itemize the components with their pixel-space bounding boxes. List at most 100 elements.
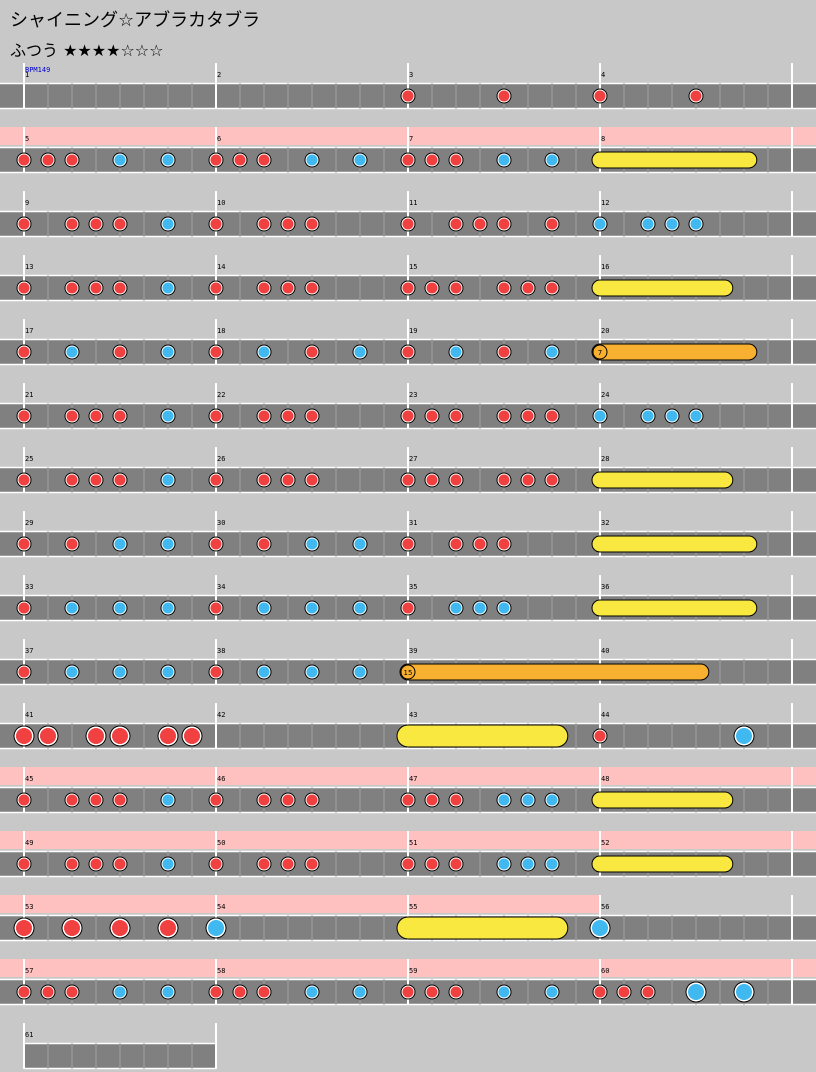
ka-note [642, 410, 654, 422]
big-don-note [40, 728, 56, 744]
big-ka-note [208, 920, 224, 936]
measure-number: 17 [25, 327, 33, 335]
ka-note [162, 346, 174, 358]
don-note [474, 538, 486, 550]
measure-number: 13 [25, 263, 33, 271]
ka-note [522, 794, 534, 806]
measure-number: 41 [25, 711, 33, 719]
don-note [210, 986, 222, 998]
don-note [258, 282, 270, 294]
measure-number: 55 [409, 903, 417, 911]
measure-number: 31 [409, 519, 417, 527]
don-note [402, 986, 414, 998]
don-note [546, 474, 558, 486]
don-note [426, 986, 438, 998]
don-note [210, 794, 222, 806]
measure-number: 37 [25, 647, 33, 655]
measure-number: 46 [217, 775, 225, 783]
ka-note [690, 410, 702, 422]
don-note [210, 154, 222, 166]
don-note [18, 602, 30, 614]
don-note [42, 986, 54, 998]
roll-note [591, 855, 734, 873]
don-note [426, 154, 438, 166]
balloon-note [399, 663, 710, 681]
don-note [258, 986, 270, 998]
difficulty-stars: ふつう ★★★★☆☆☆ [10, 41, 164, 60]
don-note [522, 282, 534, 294]
measure-number: 22 [217, 391, 225, 399]
don-note [18, 474, 30, 486]
big-don-note [184, 728, 200, 744]
balloon-count: 15 [404, 669, 413, 677]
measure-number: 48 [601, 775, 609, 783]
ka-note [306, 602, 318, 614]
measure-number: 5 [25, 135, 29, 143]
big-don-note [16, 920, 32, 936]
don-note [282, 410, 294, 422]
don-note [642, 986, 654, 998]
measure-number: 54 [217, 903, 225, 911]
big-don-note [112, 728, 128, 744]
ka-note [690, 218, 702, 230]
don-note [42, 154, 54, 166]
don-note [498, 282, 510, 294]
ka-note [546, 154, 558, 166]
measure-number: 12 [601, 199, 609, 207]
ka-note [258, 602, 270, 614]
measure-number: 2 [217, 71, 221, 79]
big-don-note [112, 920, 128, 936]
balloon-note [591, 343, 758, 361]
don-note [66, 794, 78, 806]
measure-number: 32 [601, 519, 609, 527]
don-note [402, 794, 414, 806]
don-note [402, 538, 414, 550]
ka-note [546, 794, 558, 806]
don-note [282, 282, 294, 294]
don-note [282, 474, 294, 486]
ka-note [162, 474, 174, 486]
measure-number: 33 [25, 583, 33, 591]
measure-number: 1 [25, 71, 29, 79]
balloon-count: 7 [598, 349, 602, 357]
don-note [90, 474, 102, 486]
ka-note [162, 602, 174, 614]
ka-note [258, 666, 270, 678]
roll-note [591, 791, 734, 809]
measure-number: 8 [601, 135, 605, 143]
don-note [258, 474, 270, 486]
measure-number: 19 [409, 327, 417, 335]
measure-number: 26 [217, 455, 225, 463]
don-note [210, 474, 222, 486]
ka-note [450, 346, 462, 358]
ka-note [114, 986, 126, 998]
don-note [258, 794, 270, 806]
don-note [90, 794, 102, 806]
don-note [546, 282, 558, 294]
don-note [210, 538, 222, 550]
don-note [306, 410, 318, 422]
don-note [450, 858, 462, 870]
don-note [450, 410, 462, 422]
ka-note [474, 602, 486, 614]
don-note [474, 218, 486, 230]
don-note [450, 538, 462, 550]
don-note [498, 410, 510, 422]
measure-number: 25 [25, 455, 33, 463]
balloon-head [592, 344, 608, 360]
don-note [450, 474, 462, 486]
don-note [66, 218, 78, 230]
measure-number: 50 [217, 839, 225, 847]
don-note [114, 346, 126, 358]
roll-note [591, 471, 734, 489]
measure-number: 36 [601, 583, 609, 591]
roll-note [591, 535, 758, 553]
ka-note [546, 858, 558, 870]
don-note [66, 474, 78, 486]
don-note [498, 90, 510, 102]
measure-number: 21 [25, 391, 33, 399]
don-note [18, 218, 30, 230]
ka-note [162, 794, 174, 806]
measure-number: 23 [409, 391, 417, 399]
ka-note [306, 154, 318, 166]
